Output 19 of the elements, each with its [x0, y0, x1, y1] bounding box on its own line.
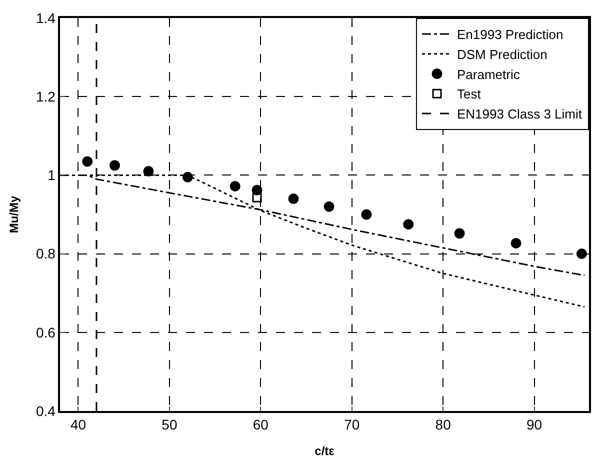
- x-tick-label: 60: [252, 416, 269, 433]
- y-axis-title: Mu/My: [6, 196, 21, 234]
- y-tick-label: 0.4: [36, 402, 56, 419]
- legend-label: En1993 Prediction: [457, 27, 564, 42]
- legend-label: DSM Prediction: [457, 46, 548, 62]
- legend-label: Test: [457, 86, 482, 102]
- x-tick-label: 50: [162, 416, 178, 433]
- x-tick-label: 80: [435, 416, 452, 433]
- x-tick-label: 70: [344, 416, 360, 433]
- x-axis-title: c/tε: [314, 444, 335, 458]
- x-tick-label: 90: [526, 416, 542, 433]
- legend-label: Parametric: [457, 66, 520, 82]
- legend-label: EN1993 Class 3 Limit: [457, 106, 582, 122]
- y-tick-label: 0.8: [36, 246, 56, 262]
- x-tick-label: 40: [70, 416, 86, 433]
- y-tick-label: 0.6: [36, 324, 56, 340]
- y-tick-label: 1.4: [36, 10, 56, 26]
- y-tick-label: 1.2: [36, 88, 56, 104]
- y-tick-label: 1: [48, 167, 56, 184]
